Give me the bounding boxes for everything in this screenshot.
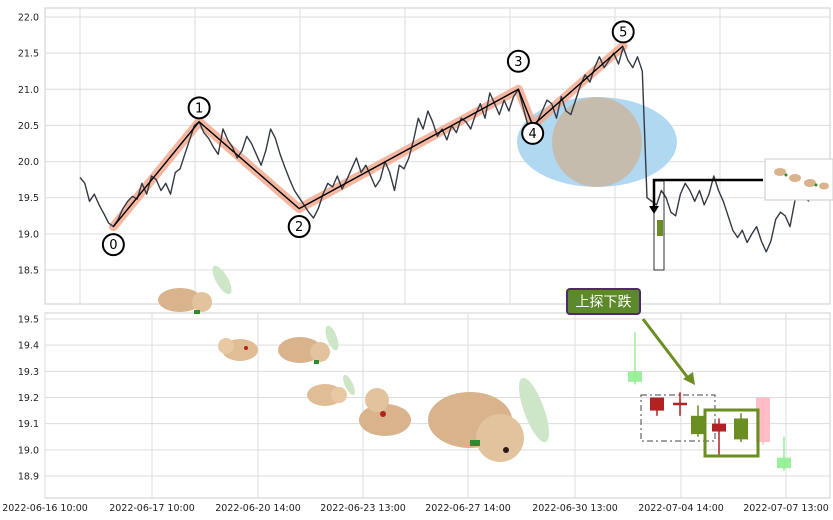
x-axis: 2022-06-16 10:00 2022-06-17 10:00 2022-06-… xyxy=(2,503,829,514)
price-y-axis: 22.0 21.5 21.0 20.5 20.0 19.5 19.0 18.5 xyxy=(18,13,39,277)
candle-body xyxy=(712,423,726,432)
candle-y-tick-label: 19.5 xyxy=(18,315,39,326)
wave-marker xyxy=(611,20,635,44)
price-y-tick-label: 18.5 xyxy=(18,266,39,277)
zigzag-line xyxy=(112,45,624,228)
badge-arrow-head xyxy=(683,372,695,385)
candle-body xyxy=(628,371,642,382)
wave-marker-label: 3 xyxy=(514,55,522,70)
pattern-badge xyxy=(566,288,641,315)
candle-y-tick-label: 19.0 xyxy=(18,445,39,456)
wave-marker xyxy=(506,49,530,73)
x-tick-label: 2022-06-27 14:00 xyxy=(425,503,511,514)
price-y-tick-label: 20.0 xyxy=(18,157,39,168)
wave-marker-label: 0 xyxy=(109,238,117,253)
x-tick-label: 2022-06-30 13:00 xyxy=(532,503,618,514)
candle-body xyxy=(777,457,791,469)
wave-labels: 0 1 2 3 4 5 xyxy=(101,20,635,257)
thumbnail-dogs xyxy=(774,168,829,190)
x-tick-label: 2022-06-23 13:00 xyxy=(320,503,406,514)
candle-y-tick-label: 18.9 xyxy=(18,472,39,483)
wave-marker-label: 2 xyxy=(295,220,303,235)
price-y-tick-label: 20.5 xyxy=(18,121,39,132)
candles xyxy=(628,332,791,471)
price-y-tick-label: 19.5 xyxy=(18,193,39,204)
price-y-tick-label: 21.0 xyxy=(18,85,39,96)
price-grid xyxy=(45,8,830,304)
marker-arrow-head xyxy=(649,206,659,214)
candle-y-axis: 19.5 19.4 19.3 19.2 19.1 19.0 18.9 xyxy=(18,315,39,483)
x-tick-label: 2022-07-04 14:00 xyxy=(638,503,724,514)
price-panel-frame xyxy=(44,7,831,305)
wave-marker xyxy=(187,96,211,120)
candle-body xyxy=(691,415,705,435)
candle-body xyxy=(734,418,748,440)
pattern-dashed-box xyxy=(640,394,716,442)
badge-arrow-line xyxy=(641,318,690,379)
wave-marker xyxy=(101,233,125,257)
candle-y-tick-label: 19.1 xyxy=(18,419,39,430)
x-tick-label: 2022-06-16 10:00 xyxy=(2,503,88,514)
marker-candle xyxy=(657,220,663,236)
candle-y-tick-label: 19.3 xyxy=(18,367,39,378)
candle-grid xyxy=(44,313,830,498)
price-y-tick-label: 19.0 xyxy=(18,229,39,240)
candle-body xyxy=(673,402,687,406)
wave-marker-label: 1 xyxy=(195,101,203,116)
x-tick-label: 2022-06-20 14:00 xyxy=(215,503,301,514)
wave-marker-label: 4 xyxy=(529,127,537,142)
candle-body xyxy=(650,397,664,411)
wave-marker-label: 5 xyxy=(619,25,627,40)
dog-mascot-decoration xyxy=(158,265,549,462)
price-y-tick-label: 21.5 xyxy=(18,49,39,60)
candle-y-tick-label: 19.2 xyxy=(18,393,39,404)
pattern-badge-label: 上探下跌 xyxy=(576,295,632,311)
x-tick-label: 2022-07-07 13:00 xyxy=(743,503,829,514)
thumbnail-frame xyxy=(764,158,833,201)
price-y-tick-label: 22.0 xyxy=(18,13,39,24)
wave-marker xyxy=(521,121,545,145)
wave-marker xyxy=(287,215,311,239)
pattern-solid-box xyxy=(703,408,760,458)
highlight-circle xyxy=(552,97,642,187)
marker-arrow xyxy=(652,178,763,210)
price-series-line xyxy=(79,46,810,253)
candle-y-tick-label: 19.4 xyxy=(18,341,39,352)
x-tick-label: 2022-06-17 10:00 xyxy=(109,503,195,514)
